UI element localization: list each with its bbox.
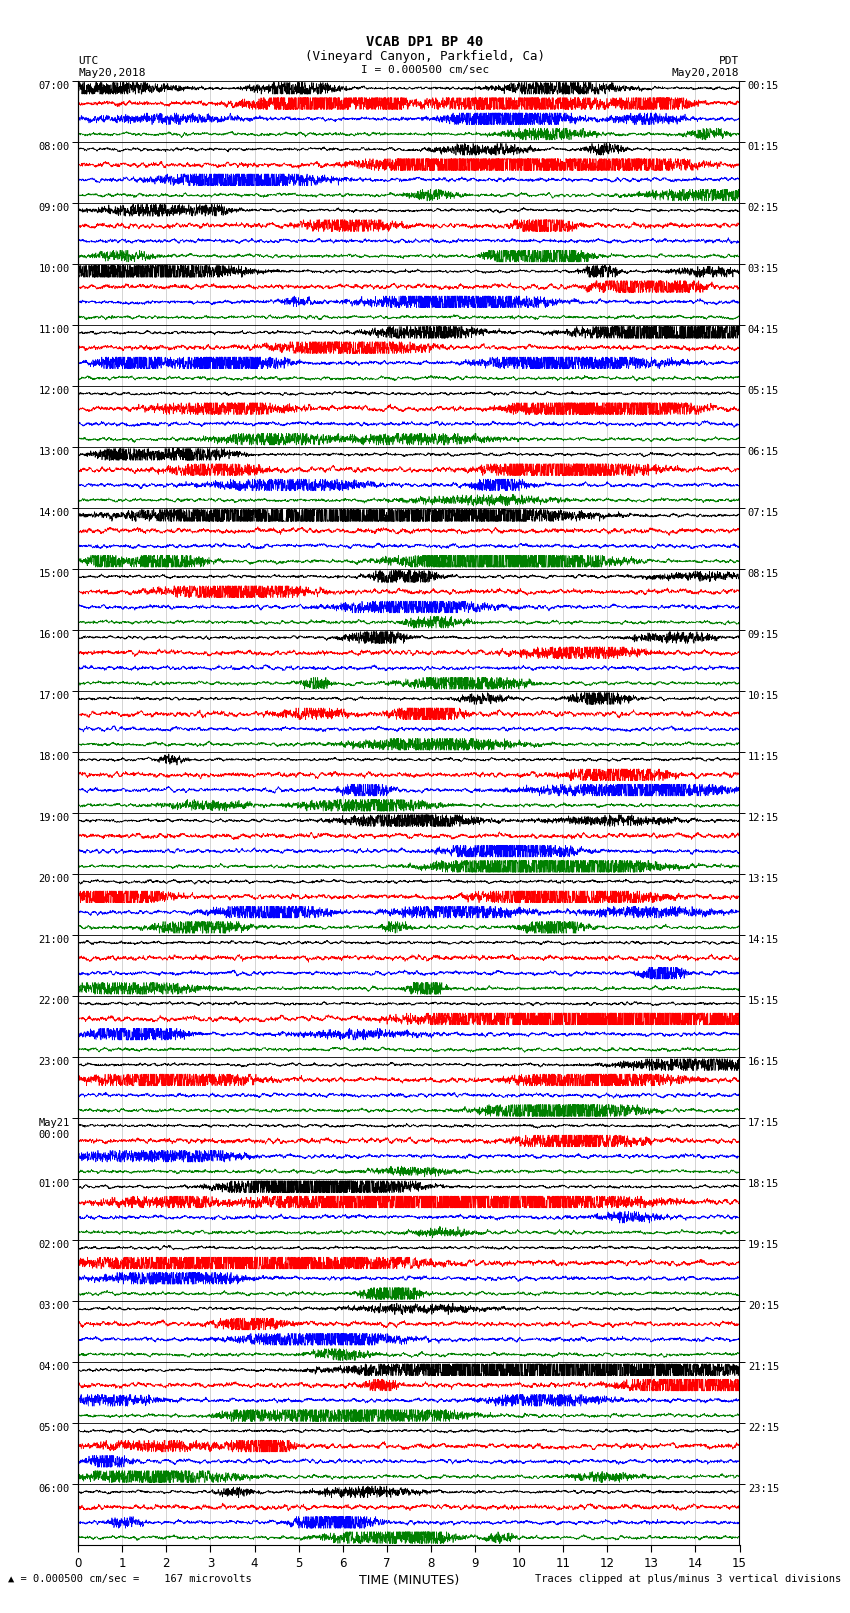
- Text: I = 0.000500 cm/sec: I = 0.000500 cm/sec: [361, 65, 489, 74]
- Text: PDT: PDT: [719, 56, 740, 66]
- Text: May20,2018: May20,2018: [78, 68, 145, 77]
- Text: May20,2018: May20,2018: [672, 68, 740, 77]
- Text: UTC: UTC: [78, 56, 99, 66]
- Text: ▲ = 0.000500 cm/sec =    167 microvolts: ▲ = 0.000500 cm/sec = 167 microvolts: [8, 1574, 252, 1584]
- Text: Traces clipped at plus/minus 3 vertical divisions: Traces clipped at plus/minus 3 vertical …: [536, 1574, 842, 1584]
- Text: (Vineyard Canyon, Parkfield, Ca): (Vineyard Canyon, Parkfield, Ca): [305, 50, 545, 63]
- X-axis label: TIME (MINUTES): TIME (MINUTES): [359, 1574, 459, 1587]
- Text: VCAB DP1 BP 40: VCAB DP1 BP 40: [366, 35, 484, 50]
